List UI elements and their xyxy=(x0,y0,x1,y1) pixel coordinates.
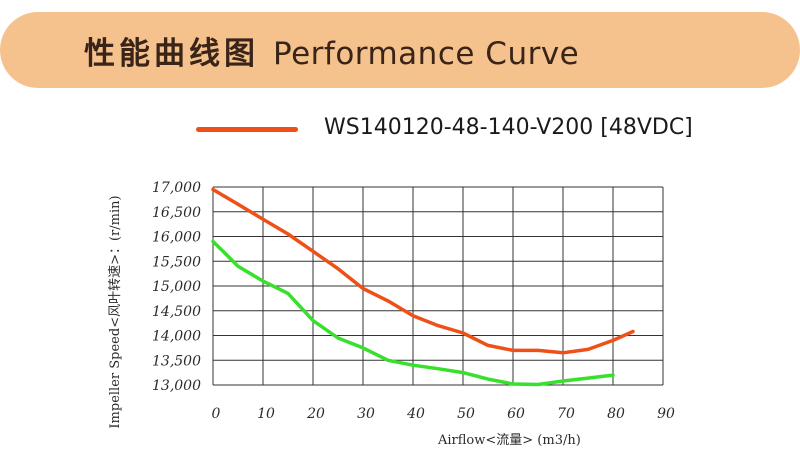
page-title-cn: 性能曲线图 xyxy=(84,36,259,72)
y-tick-label: 15,500 xyxy=(152,254,201,270)
y-axis-label: Impeller Speed<风叶转速>：(r/min) xyxy=(108,195,123,428)
x-tick-label: 10 xyxy=(257,406,275,422)
x-tick-label: 30 xyxy=(357,406,375,422)
x-tick-label: 50 xyxy=(457,406,475,422)
x-axis-label: Airflow<流量> (m3/h) xyxy=(437,433,581,448)
x-tick-label: 80 xyxy=(607,406,625,422)
y-tick-label: 13,500 xyxy=(152,353,201,369)
series-line-orange xyxy=(211,187,635,355)
title-banner xyxy=(0,12,800,88)
y-tick-label: 16,000 xyxy=(152,230,201,246)
y-tick-label: 15,000 xyxy=(152,279,201,295)
x-tick-label: 0 xyxy=(212,406,221,422)
y-tick-label: 13,000 xyxy=(152,378,201,394)
x-tick-label: 60 xyxy=(507,406,525,422)
x-tick-label: 70 xyxy=(557,406,575,422)
x-tick-label: 90 xyxy=(657,406,675,422)
y-tick-label: 14,000 xyxy=(152,329,201,345)
x-tick-label: 20 xyxy=(306,406,325,422)
chart-series xyxy=(211,187,635,387)
y-axis-ticks: 17,000 16,500 16,000 15,500 15,000 14,500 14,0… xyxy=(152,180,201,394)
y-tick-label: 16,500 xyxy=(152,205,201,221)
page-title: 性能曲线图 Performance Curve xyxy=(84,28,579,73)
x-axis-ticks: 0 10 20 30 40 50 60 70 80 90 xyxy=(212,406,675,422)
series-line-green xyxy=(211,239,615,387)
x-tick-label: 40 xyxy=(406,406,425,422)
legend-swatch xyxy=(196,127,298,132)
chart-grid xyxy=(212,186,664,386)
page-title-en: Performance Curve xyxy=(273,36,580,72)
y-tick-label: 14,500 xyxy=(152,304,201,320)
y-tick-label: 17,000 xyxy=(152,180,201,196)
legend-label: WS140120-48-140-V200 [48VDC] xyxy=(324,115,693,140)
